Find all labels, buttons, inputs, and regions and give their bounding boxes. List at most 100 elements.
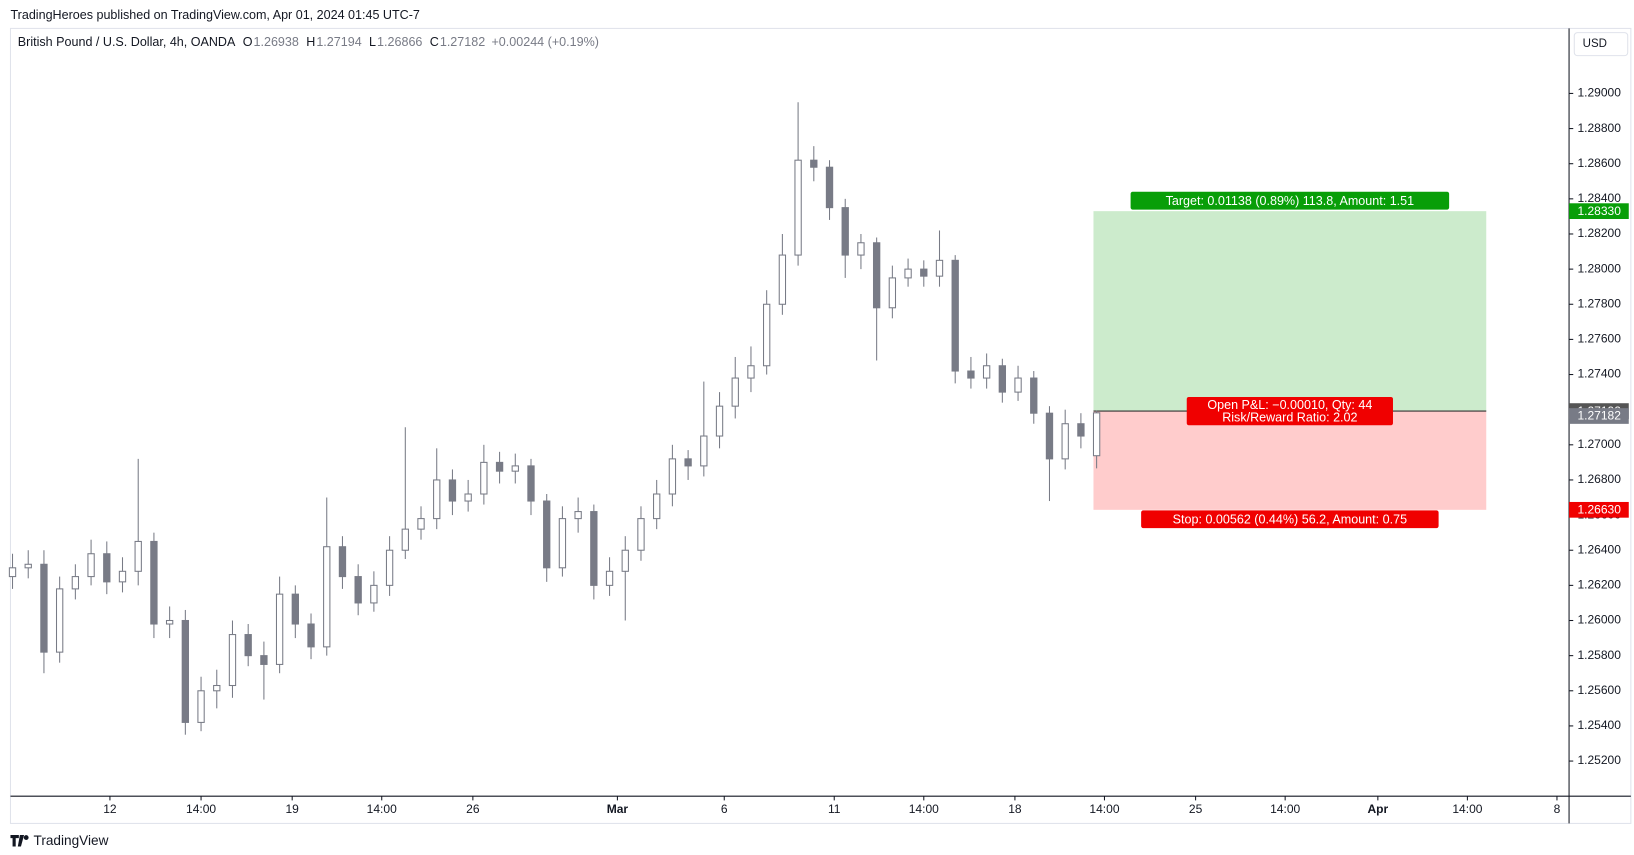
candle-body xyxy=(951,259,959,372)
legend-item: 1.26938 xyxy=(254,35,299,49)
candle-body xyxy=(1045,412,1054,460)
candle-body xyxy=(24,563,32,569)
candle-body xyxy=(417,518,425,530)
x-tick-label: 26 xyxy=(466,802,480,816)
candle-body xyxy=(935,259,944,277)
y-tick-label: 1.26000 xyxy=(1577,613,1621,627)
y-tick-label: 1.27600 xyxy=(1577,332,1621,346)
candle-body xyxy=(55,588,64,653)
target-price-bg xyxy=(1569,203,1629,220)
pnl-label-box xyxy=(1186,396,1393,426)
y-tick-label: 1.28200 xyxy=(1577,226,1621,240)
candle-body xyxy=(574,511,582,520)
candle-body xyxy=(841,207,849,256)
currency-button[interactable] xyxy=(1573,32,1629,57)
candle-body xyxy=(228,634,237,687)
candle-body xyxy=(1014,377,1022,393)
legend-item: 1.26866 xyxy=(377,35,422,49)
y-tick-label: 1.26400 xyxy=(1577,542,1621,556)
candle-body xyxy=(527,465,535,502)
candle-body xyxy=(338,546,347,578)
y-tick-label: 1.29000 xyxy=(1577,86,1621,100)
candle-body xyxy=(71,576,80,590)
candle-body xyxy=(495,461,504,472)
y-tick-label: 1.25400 xyxy=(1577,718,1621,732)
currency[interactable]: USD xyxy=(1583,38,1607,50)
x-tick-label: 19 xyxy=(285,802,299,816)
candle-body xyxy=(260,655,268,665)
x-tick-label: 14:00 xyxy=(1452,802,1482,816)
legend-item: +0.00244 (+0.19%) xyxy=(491,35,598,49)
candle-body xyxy=(401,528,409,551)
x-tick-label: 6 xyxy=(721,802,728,816)
candle-body xyxy=(370,584,378,604)
x-tick-label: 14:00 xyxy=(367,802,397,816)
candle-body xyxy=(275,593,284,665)
loss-zone xyxy=(1093,411,1487,510)
candle-body xyxy=(653,493,661,520)
candle-body xyxy=(197,690,205,723)
logo: TradingView xyxy=(10,833,109,848)
candle-body xyxy=(307,623,315,648)
y-tick-label: 1.25600 xyxy=(1577,683,1621,697)
y-tick-label: 1.27400 xyxy=(1577,367,1621,381)
candle-body xyxy=(134,540,142,572)
legend-text: British Pound / U.S. Dollar, 4h, OANDA O1… xyxy=(18,35,599,49)
publisher: TradingHeroes published on TradingView.c… xyxy=(10,8,419,22)
y-tick-label: 1.28400 xyxy=(1577,191,1621,205)
candle-body xyxy=(1061,423,1069,460)
candle-body xyxy=(103,553,111,583)
candle-body xyxy=(464,493,472,502)
candle-body xyxy=(684,458,692,467)
candle-body xyxy=(982,365,991,379)
candle-body xyxy=(385,549,394,586)
candle-body xyxy=(778,254,787,305)
last-price-bg xyxy=(1569,408,1629,424)
candle-body xyxy=(150,540,158,625)
candle-body xyxy=(8,567,17,578)
legend-item: H xyxy=(306,35,315,49)
y-tick-label: 1.26800 xyxy=(1577,472,1621,486)
candle-body xyxy=(888,277,897,309)
legend-item: 1.27182 xyxy=(440,35,485,49)
y-tick-label: 1.26200 xyxy=(1577,578,1621,592)
legend-item: L xyxy=(369,35,376,49)
target-price: 1.28330 xyxy=(1577,204,1621,218)
candle-body xyxy=(747,365,755,379)
candle-body xyxy=(794,159,802,256)
candle-body xyxy=(1077,423,1085,437)
y-tick-label: 1.25200 xyxy=(1577,753,1621,767)
plot: Target: 0.01138 (0.89%) 113.8, Amount: 1… xyxy=(8,102,1487,735)
candle-body xyxy=(511,465,519,472)
x-tick-label: 14:00 xyxy=(1270,802,1300,816)
candle-body xyxy=(213,684,221,692)
y-tick-label: 1.27800 xyxy=(1577,296,1621,310)
stop-label: Stop: 0.00562 (0.44%) 56.2, Amount: 0.75 xyxy=(1173,513,1407,527)
profit-zone xyxy=(1093,211,1487,412)
candle-body xyxy=(244,634,252,657)
candle-body xyxy=(920,268,928,277)
candle-body xyxy=(433,479,441,520)
x-tick-label: 14:00 xyxy=(186,802,216,816)
y-tick-label: 1.28600 xyxy=(1577,156,1621,170)
candle-body xyxy=(998,365,1007,393)
x-tick-label: 11 xyxy=(828,802,841,816)
candle-body xyxy=(621,549,629,572)
x-tick-label: 12 xyxy=(103,802,117,816)
stop-price-bg xyxy=(1569,501,1629,518)
candle-body xyxy=(872,242,881,309)
y-tick-label: 1.28800 xyxy=(1577,121,1621,135)
candle-body xyxy=(323,546,331,648)
candle-body xyxy=(810,159,818,168)
candle-body xyxy=(715,405,724,437)
candle-body xyxy=(857,242,865,256)
x-tick-label: 14:00 xyxy=(1089,802,1119,816)
candle-body xyxy=(904,268,912,279)
candle-body xyxy=(87,553,95,578)
y-tick-label: 1.28000 xyxy=(1577,261,1621,275)
candle-body xyxy=(181,619,190,723)
candle-body xyxy=(668,458,677,495)
target-label-box xyxy=(1130,191,1450,210)
